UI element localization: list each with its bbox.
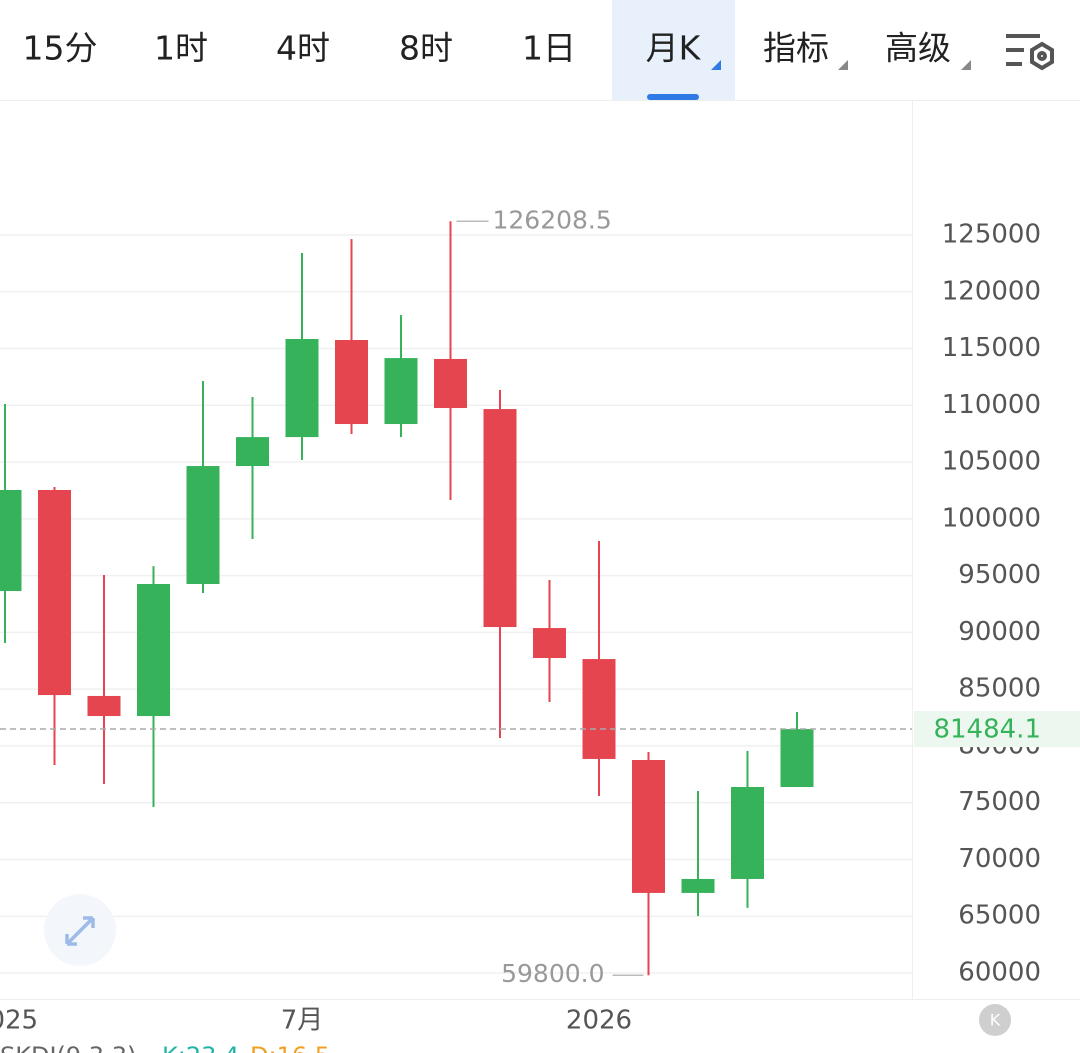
y-tick-label: 110000 xyxy=(942,390,1041,420)
tab[interactable]: 指标 xyxy=(763,29,829,68)
dropdown-arrow xyxy=(711,60,721,70)
candle-body xyxy=(0,489,22,592)
y-tick-label: 120000 xyxy=(942,276,1041,306)
candle-body xyxy=(434,358,467,409)
y-tick-label: 65000 xyxy=(958,901,1041,931)
candle-body xyxy=(186,466,220,585)
y-tick-label: 125000 xyxy=(942,219,1041,249)
candle-body xyxy=(236,437,269,467)
y-tick-label: 75000 xyxy=(958,787,1041,817)
y-tick-label: 70000 xyxy=(958,844,1041,874)
tab[interactable]: 1时 xyxy=(154,29,208,68)
tab[interactable]: 15分 xyxy=(23,29,98,68)
candle-body xyxy=(582,659,616,759)
candle-body xyxy=(137,584,170,717)
candle-body xyxy=(38,489,71,696)
y-tick-label: 100000 xyxy=(942,503,1041,533)
candle-body xyxy=(87,695,121,717)
tab[interactable]: 月K xyxy=(646,29,702,68)
y-tick-label: 95000 xyxy=(958,560,1041,590)
y-tick-label: 115000 xyxy=(942,333,1041,363)
candle-body xyxy=(780,729,814,788)
candle-body xyxy=(483,409,517,628)
expand-icon xyxy=(65,916,95,946)
candle-body xyxy=(731,787,764,879)
candle-body xyxy=(533,628,566,659)
y-tick-label: 90000 xyxy=(958,617,1041,647)
candle-body xyxy=(681,878,715,893)
x-tick-label: 2025 xyxy=(0,1006,38,1036)
candle-body xyxy=(335,340,368,425)
indicator-k: K:23.4 xyxy=(162,1042,239,1053)
x-tick-label: 2026 xyxy=(566,1006,632,1036)
dropdown-arrow xyxy=(838,60,848,70)
tab[interactable]: 1日 xyxy=(522,29,576,68)
active-tab-underline xyxy=(647,94,699,100)
indicator-name: SKDJ(9,3,3) xyxy=(0,1042,136,1053)
y-tick-label: 85000 xyxy=(958,674,1041,704)
tab[interactable]: 4时 xyxy=(276,29,330,68)
dropdown-arrow xyxy=(961,60,971,70)
candle-body xyxy=(384,358,418,425)
plot xyxy=(0,220,912,976)
tab[interactable]: 8时 xyxy=(399,29,453,68)
candle-body xyxy=(285,338,319,438)
tab[interactable]: 高级 xyxy=(885,29,951,68)
annotation-label: 126208.5 xyxy=(493,205,612,234)
reset-icon: K xyxy=(990,1011,1001,1030)
last-price-box xyxy=(914,711,1080,748)
indicator-d: D:16.5 xyxy=(250,1042,330,1053)
candle-body xyxy=(632,759,665,893)
y-tick-label: 105000 xyxy=(942,447,1041,477)
last-price-label: 81484.1 xyxy=(933,715,1041,745)
active-tab-bg xyxy=(612,0,735,100)
x-tick-label: 7月 xyxy=(281,1006,324,1036)
reset-button[interactable] xyxy=(979,1004,1011,1036)
settings-icon[interactable] xyxy=(1006,34,1054,71)
annotation-label: 59800.0 xyxy=(501,959,604,988)
y-tick-label: 60000 xyxy=(958,957,1041,987)
